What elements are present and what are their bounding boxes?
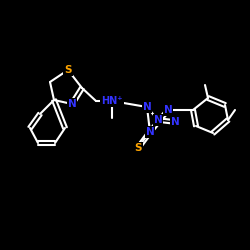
- Text: N: N: [68, 99, 76, 109]
- Text: N: N: [154, 115, 162, 125]
- Text: N: N: [142, 102, 152, 112]
- Text: HN⁺: HN⁺: [101, 96, 123, 106]
- Text: N: N: [164, 105, 172, 115]
- Text: S: S: [64, 65, 72, 75]
- Text: N: N: [170, 117, 179, 127]
- Text: N: N: [146, 127, 154, 137]
- Text: S: S: [134, 143, 142, 153]
